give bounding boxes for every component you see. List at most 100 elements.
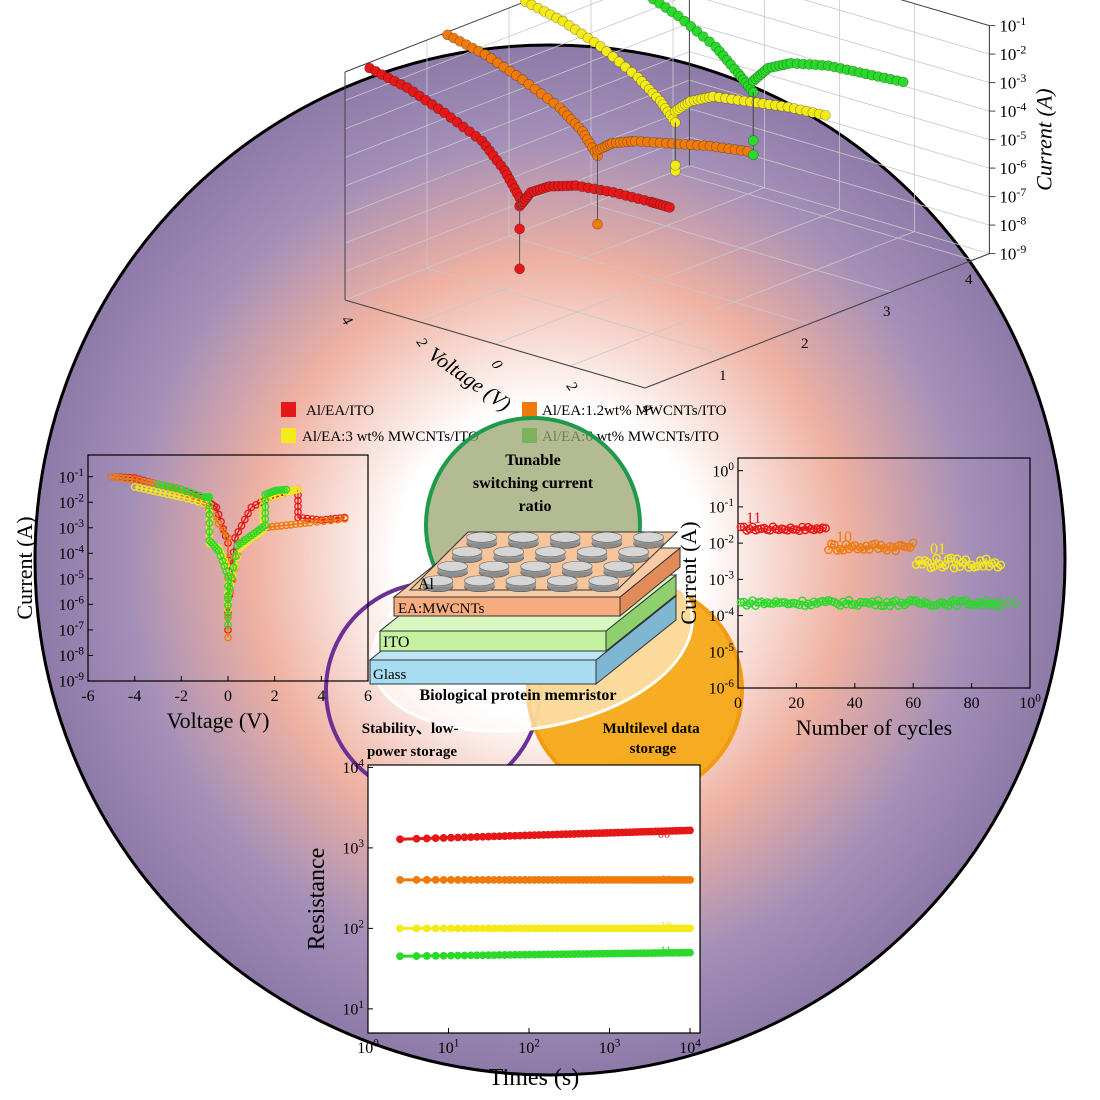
iv-x-tick-label: -2 xyxy=(175,688,188,705)
iv-series-1-point xyxy=(144,478,153,487)
retention-series-1-point xyxy=(422,876,431,884)
iv-series-0-point xyxy=(212,503,221,512)
cycles-series-2-point xyxy=(981,554,991,564)
legend-swatch-2 xyxy=(281,428,296,443)
cycles-x-tick-label: 0 xyxy=(734,695,742,712)
iv-x-tick-label: 6 xyxy=(364,688,372,705)
cycles-y-tick-label: 100 xyxy=(712,461,734,480)
cycles-series-3-point xyxy=(783,599,792,609)
iv-series-3-point xyxy=(214,546,223,555)
iv-series-1-point xyxy=(135,476,144,485)
iv-series-1-point xyxy=(305,518,314,527)
cycles-y-tick-label: 10-6 xyxy=(709,678,735,697)
al-pad xyxy=(464,575,495,587)
glass-layer xyxy=(369,659,597,685)
al-pad xyxy=(535,546,566,558)
series-0-point xyxy=(514,263,525,275)
cycles-x-tick-label: 80 xyxy=(964,695,980,712)
iv-series-0-point xyxy=(294,508,302,516)
venn-right-label: Multilevel data storage xyxy=(603,721,704,757)
series-2-high-point xyxy=(820,109,831,121)
retention-y-tick-label: 102 xyxy=(342,919,364,938)
retention-series-0-point xyxy=(412,834,421,843)
iv-series-1-point xyxy=(214,519,223,528)
iv-series-3-point xyxy=(229,563,238,571)
iv-series-1-point xyxy=(291,520,300,529)
cycles-series-3-point xyxy=(856,597,865,607)
grid-floor-d xyxy=(672,171,974,261)
iv-series-1-point xyxy=(296,519,305,528)
cycles-series-1-line xyxy=(827,542,914,553)
iv-series-1-point xyxy=(333,515,342,524)
iv-series-3-point xyxy=(168,483,176,492)
iv-series-1-point xyxy=(282,521,291,530)
retention-y-tick-label: 101 xyxy=(342,999,364,1018)
ea-layer xyxy=(393,596,621,617)
retention-series-1-point xyxy=(396,876,404,884)
retention-series-2-point xyxy=(686,924,694,933)
cycles-state-label: 11 xyxy=(746,510,761,527)
venn-left-label: Stability、low- power storage xyxy=(362,721,462,760)
retention-series-2-point xyxy=(431,924,440,933)
cycles-series-3-point xyxy=(973,598,982,608)
retention-series-3-point xyxy=(431,951,440,960)
iv-series-1-point xyxy=(224,633,232,642)
iv-series-3-point xyxy=(158,481,167,490)
iv-series-1-point xyxy=(130,475,139,484)
z-tick-label: 10-9 xyxy=(999,242,1026,264)
retention-y-tick-label: 103 xyxy=(342,838,364,857)
device-stack: Al EA:MWCNTs ITO Glass xyxy=(368,531,682,686)
cycles-series-3-point xyxy=(955,597,965,606)
iv-y-title: Current (A) xyxy=(12,516,37,619)
retention-series-2-point xyxy=(439,924,448,933)
grid-floor-d xyxy=(426,267,728,357)
iv-series-0-point xyxy=(244,509,252,518)
iv-series-3-point xyxy=(224,595,232,604)
cycles-series-2-point xyxy=(946,553,956,563)
retention-state-label: 00 xyxy=(658,827,670,841)
al-pad xyxy=(422,575,454,587)
axis-depth xyxy=(644,253,990,389)
al-pad xyxy=(588,575,620,587)
iv-series-2-point xyxy=(294,485,302,494)
iv-series-0-point xyxy=(214,510,223,519)
iv-y-tick-label: 10-8 xyxy=(59,646,85,665)
z-tick-label: 10-1 xyxy=(999,14,1026,36)
al-pad xyxy=(466,531,497,543)
retention-series-0-point xyxy=(422,834,431,843)
iv-series-3-point xyxy=(212,544,221,553)
axis-voltage xyxy=(344,299,646,389)
depth-tick-label: 3 xyxy=(883,304,891,320)
iv-series-3-point xyxy=(205,519,214,528)
retention-x-tick-label: 100 xyxy=(357,1038,379,1057)
iv-series-1-point xyxy=(210,512,218,521)
iv-series-3-point xyxy=(224,572,232,581)
cycles-x-title: Number of cycles xyxy=(796,715,952,740)
grid-left-z xyxy=(344,108,690,244)
z-tick-label: 10-7 xyxy=(999,185,1026,207)
iv-x-tick-label: -6 xyxy=(81,688,94,705)
iv-y-tick-label: 10-9 xyxy=(59,671,85,690)
iv-series-3-point xyxy=(172,484,181,493)
cycles-x-tick-label: 20 xyxy=(788,695,804,712)
depth-tick-label: 4 xyxy=(965,272,973,288)
series-1-point xyxy=(592,218,603,230)
grid-left-z xyxy=(344,0,604,101)
retention-plot-area xyxy=(367,764,701,1034)
iv-series-3-point xyxy=(163,482,172,491)
retention-series-0-point xyxy=(439,834,448,842)
iv-series-1-point xyxy=(140,477,148,486)
retention-series-2-point xyxy=(412,924,421,933)
iv-series-3-point xyxy=(177,485,186,494)
legend-label-2: Al/EA:3 wt% MWCNTs/ITO xyxy=(302,429,479,445)
iv-series-3-point xyxy=(205,493,214,501)
retention-state-label: 11 xyxy=(660,943,672,957)
iv-series-0-point xyxy=(240,515,249,524)
al-pad xyxy=(520,560,551,572)
cycles-y-title: Current (A) xyxy=(676,521,701,624)
cycles-series-0-point xyxy=(821,523,830,533)
retention-series-2-point xyxy=(422,924,431,933)
retention-y-title: Resistance xyxy=(304,848,330,951)
venn-center-label: Biological protein memristor xyxy=(420,687,617,704)
cycles-series-2-point xyxy=(949,563,959,573)
